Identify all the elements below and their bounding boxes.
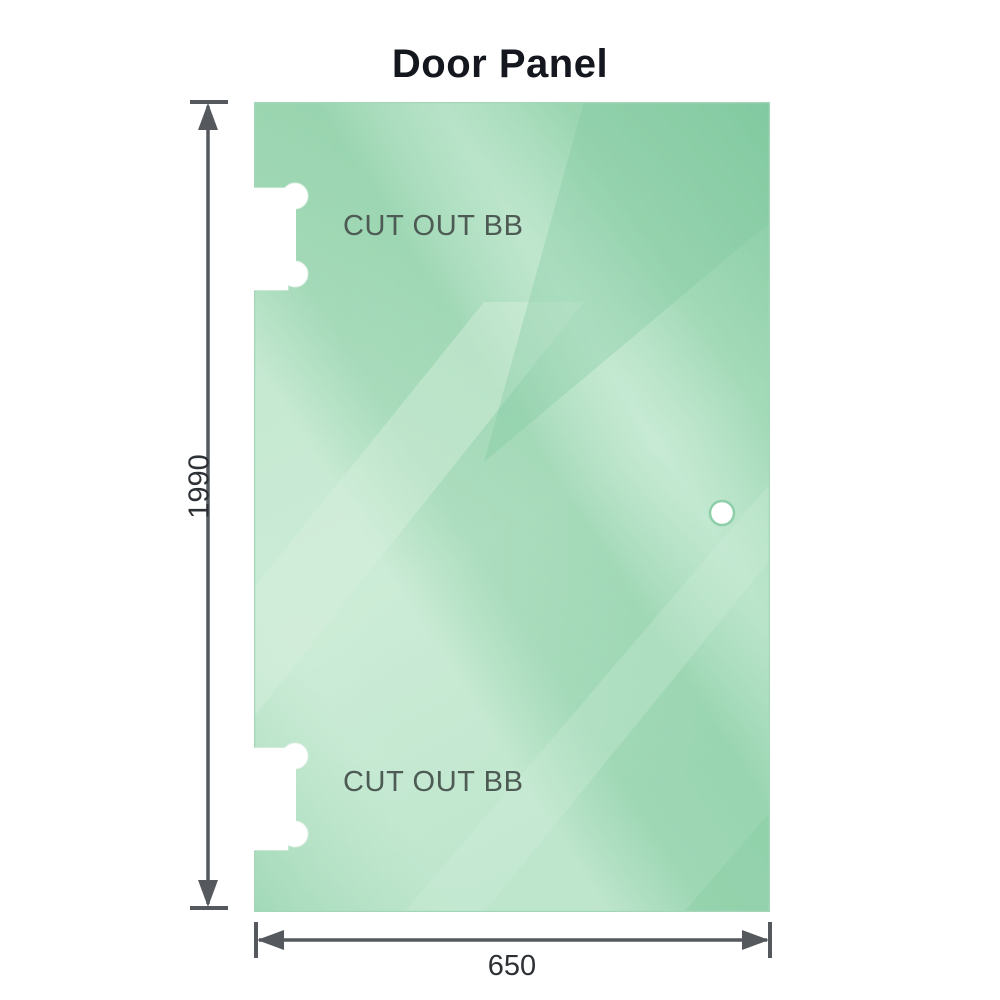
dimension-line-vertical — [190, 100, 228, 910]
arrowhead-right — [742, 930, 769, 950]
arrowhead-left — [257, 930, 284, 950]
dimension-line-horizontal — [254, 922, 772, 958]
panel-outline — [254, 102, 770, 912]
dimension-value-width: 650 — [487, 950, 537, 982]
panel-graphic — [254, 102, 770, 912]
arrowhead-up — [198, 103, 218, 130]
cutout-upper — [254, 182, 309, 291]
handle-hole — [708, 499, 736, 527]
cutout-label-lower: CUT OUT BB — [343, 766, 524, 798]
cutout-label-upper: CUT OUT BB — [343, 210, 524, 242]
dimension-value-height: 1990 — [183, 454, 216, 519]
page-title: Door Panel — [391, 42, 609, 86]
cutout-lower — [254, 742, 309, 851]
glass-door-panel — [254, 102, 770, 912]
arrowhead-down — [198, 880, 218, 907]
